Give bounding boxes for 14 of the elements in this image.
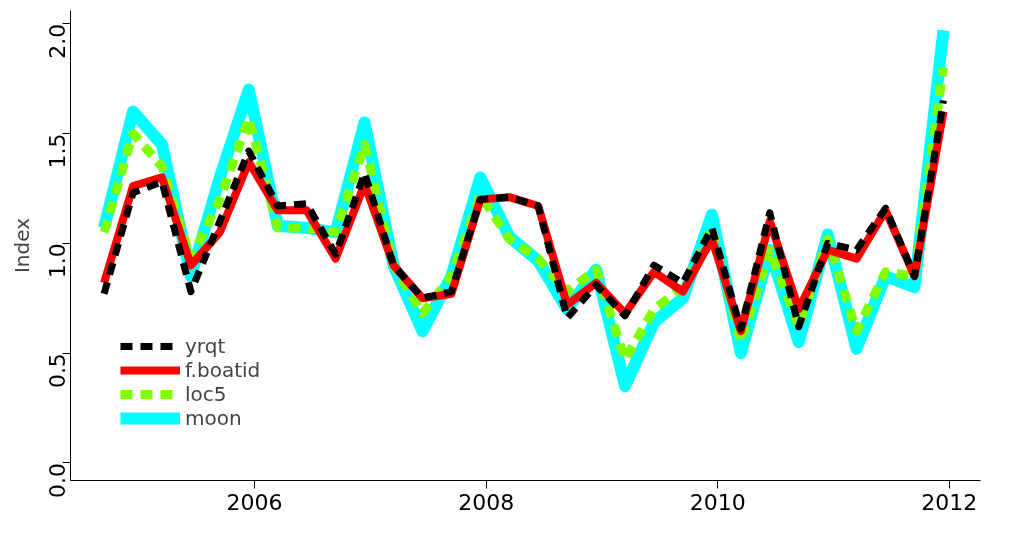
- x-tick-label: 2010: [689, 489, 746, 515]
- legend-label: moon: [185, 406, 242, 430]
- y-tick-label: 1.0: [45, 243, 71, 279]
- legend-label: yrqt: [185, 334, 226, 358]
- x-tick-label: 2008: [458, 489, 515, 515]
- x-tick-label: 2012: [921, 489, 978, 515]
- y-tick-label: 0.0: [45, 462, 71, 498]
- x-tick-label: 2006: [226, 489, 283, 515]
- legend-label: loc5: [185, 382, 227, 406]
- y-tick-label: 0.5: [45, 353, 71, 389]
- legend-label: f.boatid: [185, 358, 261, 382]
- y-tick-label: 1.5: [45, 133, 71, 169]
- y-axis-title: Index: [9, 217, 34, 274]
- y-tick-label: 2.0: [45, 23, 71, 59]
